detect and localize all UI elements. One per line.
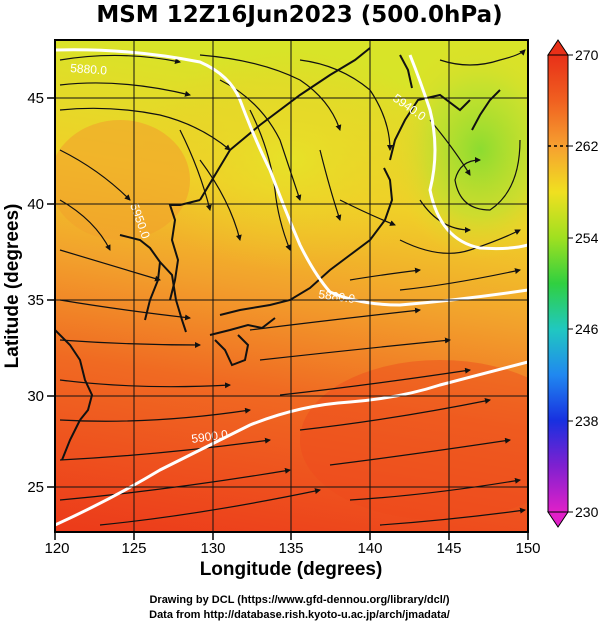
y-axis-title: Latitude (degrees) bbox=[2, 204, 23, 369]
colorbar-top-triangle bbox=[547, 39, 569, 56]
colorbar-tick-label: 262 bbox=[575, 138, 599, 154]
x-tick-label: 145 bbox=[436, 540, 461, 557]
tick-marks bbox=[47, 97, 529, 540]
x-axis-title: Longitude (degrees) bbox=[200, 559, 383, 580]
x-tick-label: 135 bbox=[278, 540, 303, 557]
contour-5880-north bbox=[55, 48, 528, 307]
x-tick-label: 150 bbox=[515, 540, 540, 557]
colorbar-tick-label: 246 bbox=[575, 321, 599, 337]
temperature-field bbox=[55, 40, 528, 532]
colorbar-gradient bbox=[547, 54, 569, 513]
colorbar: 270 262 254 246 238 230 bbox=[547, 39, 599, 528]
colorbar-tick-label: 270 bbox=[575, 47, 599, 63]
x-tick-label: 130 bbox=[200, 540, 225, 557]
x-tick-label: 125 bbox=[121, 540, 146, 557]
wind-streamlines bbox=[59, 49, 526, 526]
y-tick-labels: 25 30 35 40 45 bbox=[27, 90, 44, 496]
y-tick-label: 35 bbox=[27, 292, 44, 309]
contour-label: 5900.0 bbox=[190, 427, 229, 446]
x-tick-label: 140 bbox=[357, 540, 382, 557]
y-tick-label: 40 bbox=[27, 196, 44, 213]
data-credit: Data from http://database.rish.kyoto-u.a… bbox=[149, 609, 450, 621]
y-tick-label: 25 bbox=[27, 479, 44, 496]
drawing-credit: Drawing by DCL (https://www.gfd-dennou.o… bbox=[149, 594, 450, 606]
colorbar-bottom-triangle bbox=[547, 511, 569, 528]
y-tick-label: 30 bbox=[27, 388, 44, 405]
map-title: MSM 12Z16Jun2023 (500.0hPa) bbox=[96, 2, 503, 28]
contour-label: 5880.0 bbox=[318, 287, 357, 306]
x-tick-label: 120 bbox=[44, 540, 69, 557]
colorbar-tick-label: 254 bbox=[575, 230, 599, 246]
contour-label: 5880.0 bbox=[70, 61, 108, 78]
y-tick-label: 45 bbox=[27, 90, 44, 107]
graticule bbox=[55, 40, 528, 532]
colorbar-tick-label: 238 bbox=[575, 413, 599, 429]
colorbar-tick-label: 230 bbox=[575, 504, 599, 520]
x-tick-labels: 120 125 130 135 140 145 150 bbox=[44, 540, 540, 557]
